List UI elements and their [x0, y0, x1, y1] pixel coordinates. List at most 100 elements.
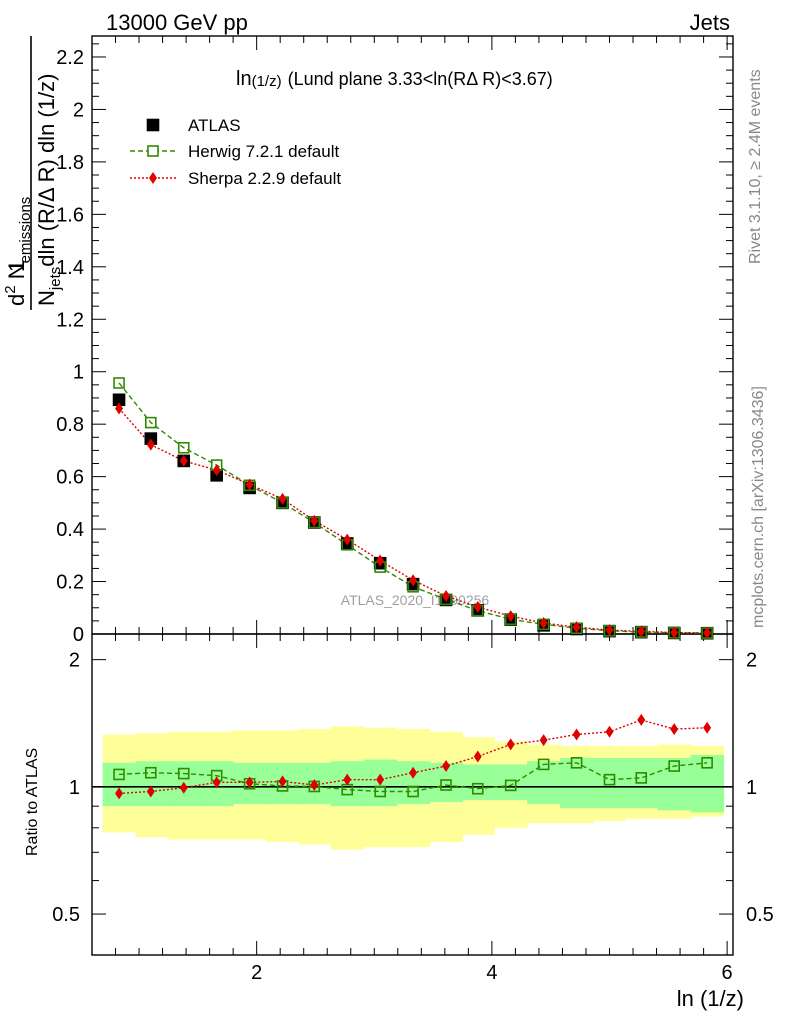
herwig-data-point	[177, 441, 190, 454]
ratio-y-tick-label-right: 0.5	[746, 904, 774, 926]
herwig-ratio-point	[668, 760, 680, 772]
main-y-tick-label: 0.8	[56, 414, 84, 436]
ratio-y-tick-label: 2	[69, 650, 80, 672]
sherpa-ratio-point	[376, 773, 385, 786]
ratio-band-inner	[494, 764, 528, 801]
sherpa-ratio-point	[637, 713, 646, 726]
ratio-y-tick-label: 1	[69, 777, 80, 799]
sherpa-data-point	[473, 600, 482, 613]
sherpa-ratio-point	[245, 776, 254, 789]
main-y-tick-label: 1.4	[56, 257, 84, 279]
x-tick-label: 6	[722, 962, 733, 984]
ratio-band-inner	[657, 758, 692, 811]
sherpa-ratio-point	[605, 725, 614, 738]
title-sub: (1/z)	[252, 73, 282, 90]
sherpa-ratio-point	[670, 723, 679, 736]
sherpa-data-point	[605, 624, 614, 637]
main-y-tick-label: 1.6	[56, 204, 84, 226]
herwig-ratio-point	[113, 768, 125, 781]
herwig-data-point	[145, 416, 157, 429]
sherpa-ratio-point	[703, 721, 712, 734]
sherpa-ratio-point	[539, 734, 548, 747]
ratio-y-tick-label-right: 2	[746, 650, 757, 672]
sherpa-data-point	[212, 464, 221, 477]
herwig-ratio-point	[701, 757, 713, 769]
sherpa-data-point	[146, 438, 155, 451]
ratio-band-inner	[135, 761, 170, 807]
main-y-tick-label: 2	[73, 99, 84, 121]
sherpa-data-point	[539, 616, 548, 629]
herwig-data-point	[113, 377, 125, 389]
herwig-ratio-point	[635, 772, 648, 784]
sherpa-ratio-point	[115, 787, 124, 800]
ratio-y-tick-label-right: 1	[746, 777, 757, 799]
sherpa-data-point	[703, 626, 712, 639]
sherpa-ratio-point	[278, 775, 287, 788]
ratio-band-inner	[527, 761, 561, 805]
main-y-tick-label: 1.2	[56, 309, 84, 331]
main-y-tick-label: 0	[73, 624, 84, 646]
sherpa-data-point	[409, 574, 418, 587]
sherpa-ratio-point	[179, 781, 188, 794]
ratio-y-axis-label: Ratio to ATLAS	[24, 748, 41, 856]
x-tick-label: 2	[251, 962, 262, 984]
y-label-one: 1	[4, 260, 29, 272]
main-y-tick-label: 2.2	[56, 47, 84, 69]
title-rest: (Lund plane 3.33<ln(RΔ R)<3.67)	[288, 69, 553, 89]
main-y-tick-label: 1	[73, 362, 84, 384]
herwig-ratio-point	[145, 766, 157, 779]
x-tick-label: 4	[486, 962, 497, 984]
herwig-ratio-point	[440, 779, 452, 791]
sherpa-data-point	[343, 533, 352, 546]
ratio-band-inner	[593, 758, 626, 809]
herwig-ratio-point	[407, 785, 419, 798]
y-label-den-n: N	[34, 290, 59, 306]
herwig-ratio-point	[570, 757, 583, 769]
y-label-denominator: Njetsdln (R/Δ R) dln (1/z)	[34, 74, 64, 306]
y-label-n: N	[4, 263, 29, 285]
y-label-sub: emissions	[17, 197, 34, 264]
sherpa-data-point	[179, 454, 188, 467]
ratio-band-inner	[560, 758, 594, 809]
ratio-band-inner	[690, 754, 725, 813]
y-label-numerator: d2 Nemissions	[2, 197, 34, 306]
sherpa-ratio-point	[473, 750, 482, 763]
herwig-ratio-line	[119, 762, 708, 793]
sherpa-data-point	[376, 554, 385, 567]
herwig-ratio-point	[504, 779, 517, 792]
sherpa-ratio-point	[343, 773, 352, 786]
rivet-label: Rivet 3.1.10, ≥ 2.4M events	[747, 69, 764, 264]
legend-label: ATLAS	[188, 116, 241, 135]
herwig-ratio-point	[603, 773, 616, 786]
y-label-den-sub: jets	[47, 267, 64, 291]
x-axis-label: ln (1/z)	[677, 986, 744, 1011]
legend-herwig-marker	[147, 145, 159, 157]
sherpa-data-point	[278, 492, 287, 505]
sherpa-data-point	[572, 621, 581, 634]
sherpa-ratio-point	[212, 776, 221, 789]
main-y-tick-label: 0.2	[56, 572, 84, 594]
legend-label: Sherpa 2.2.9 default	[188, 169, 341, 188]
title-main: ln	[236, 68, 252, 90]
herwig-ratio-point	[537, 758, 550, 771]
ratio-band-inner	[462, 764, 495, 801]
y-label-d: d	[4, 294, 29, 306]
main-y-tick-label: 0.4	[56, 519, 84, 541]
y-label-sup: 2	[2, 285, 19, 293]
ratio-plot-frame	[91, 633, 734, 956]
herwig-ratio-point	[374, 785, 386, 798]
sherpa-ratio-point	[572, 728, 581, 741]
sherpa-data-point	[310, 514, 319, 527]
sherpa-ratio-point	[442, 760, 451, 773]
y-label-den-rest: dln (R/Δ R) dln (1/z)	[34, 74, 59, 267]
header-right: Jets	[690, 10, 730, 35]
sherpa-ratio-point	[409, 766, 418, 779]
legend-sherpa-marker	[149, 172, 157, 184]
mcplots-label: mcplots.cern.ch [arXiv:1306.3436]	[750, 386, 767, 628]
sherpa-data-point	[637, 625, 646, 638]
main-y-tick-label: 0.6	[56, 467, 84, 489]
legend-atlas-marker	[146, 118, 160, 132]
sherpa-ratio-point	[506, 738, 515, 751]
main-y-tick-label: 1.8	[56, 152, 84, 174]
